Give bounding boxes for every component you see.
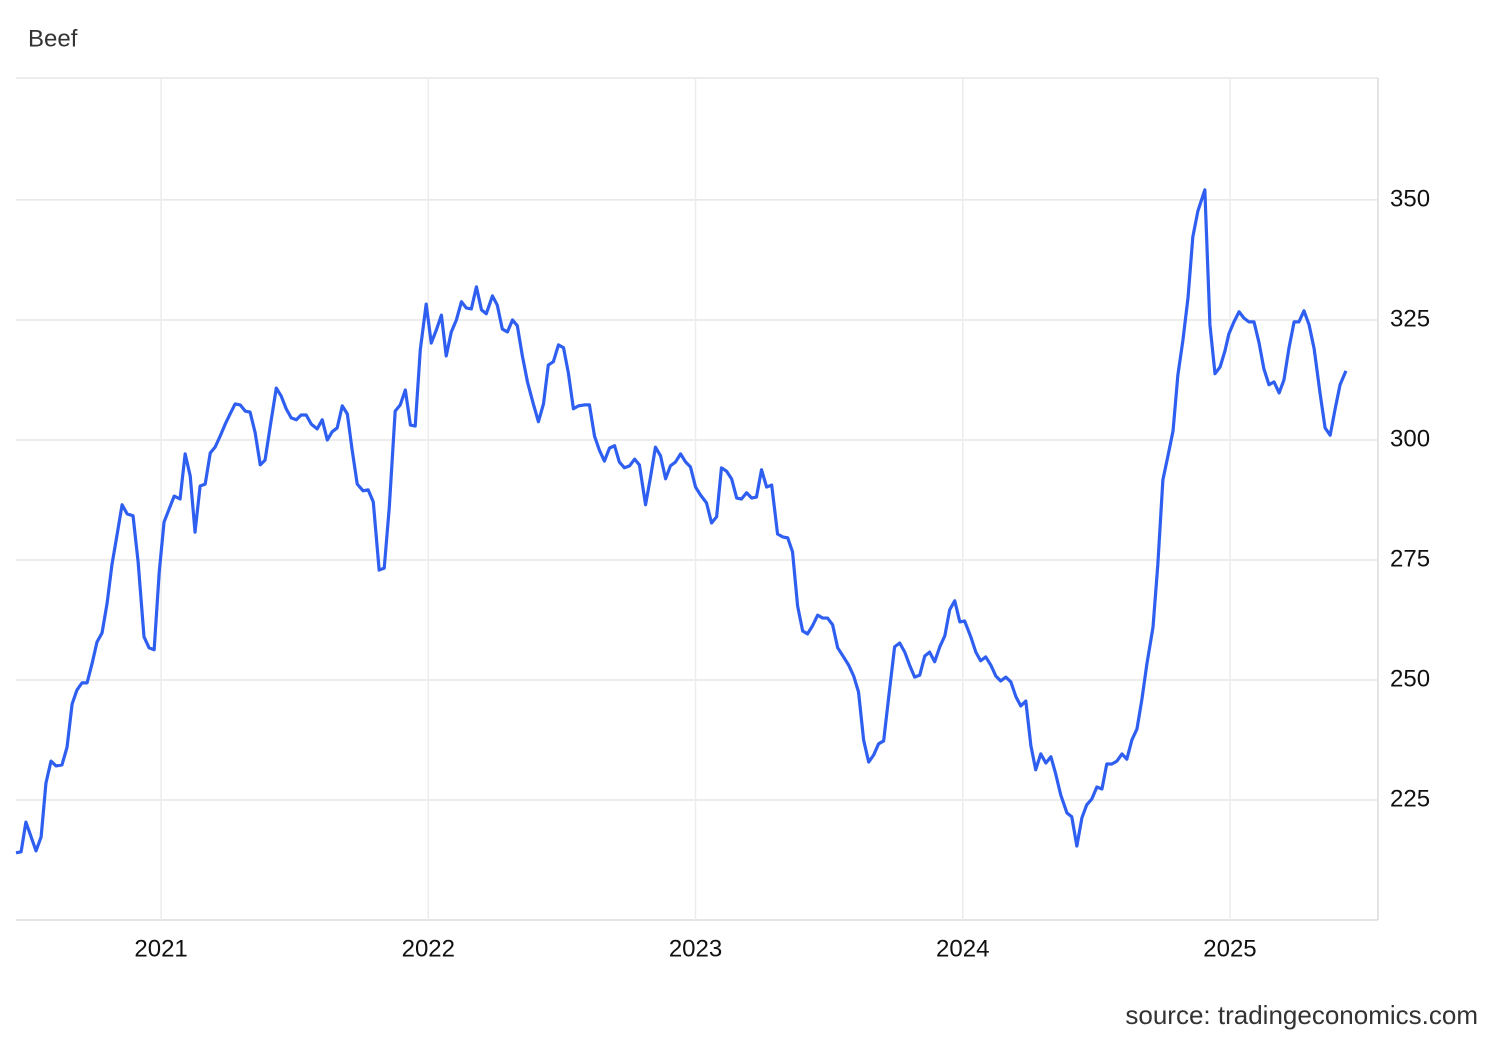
y-tick-label: 250 [1390, 665, 1430, 692]
y-tick-label: 325 [1390, 305, 1430, 332]
chart-title: Beef [28, 25, 78, 52]
source-note: source: tradingeconomics.com [1125, 1000, 1478, 1030]
data-line [15, 188, 1348, 855]
x-tick-label: 2025 [1203, 935, 1256, 962]
x-tick-label: 2022 [402, 935, 455, 962]
y-tick-label: 225 [1390, 785, 1430, 812]
y-tick-label: 300 [1390, 425, 1430, 452]
x-tick-label: 2023 [669, 935, 722, 962]
y-tick-label: 275 [1390, 545, 1430, 572]
x-tick-label: 2024 [936, 935, 989, 962]
x-tick-label: 2021 [134, 935, 187, 962]
y-tick-label: 350 [1390, 185, 1430, 212]
